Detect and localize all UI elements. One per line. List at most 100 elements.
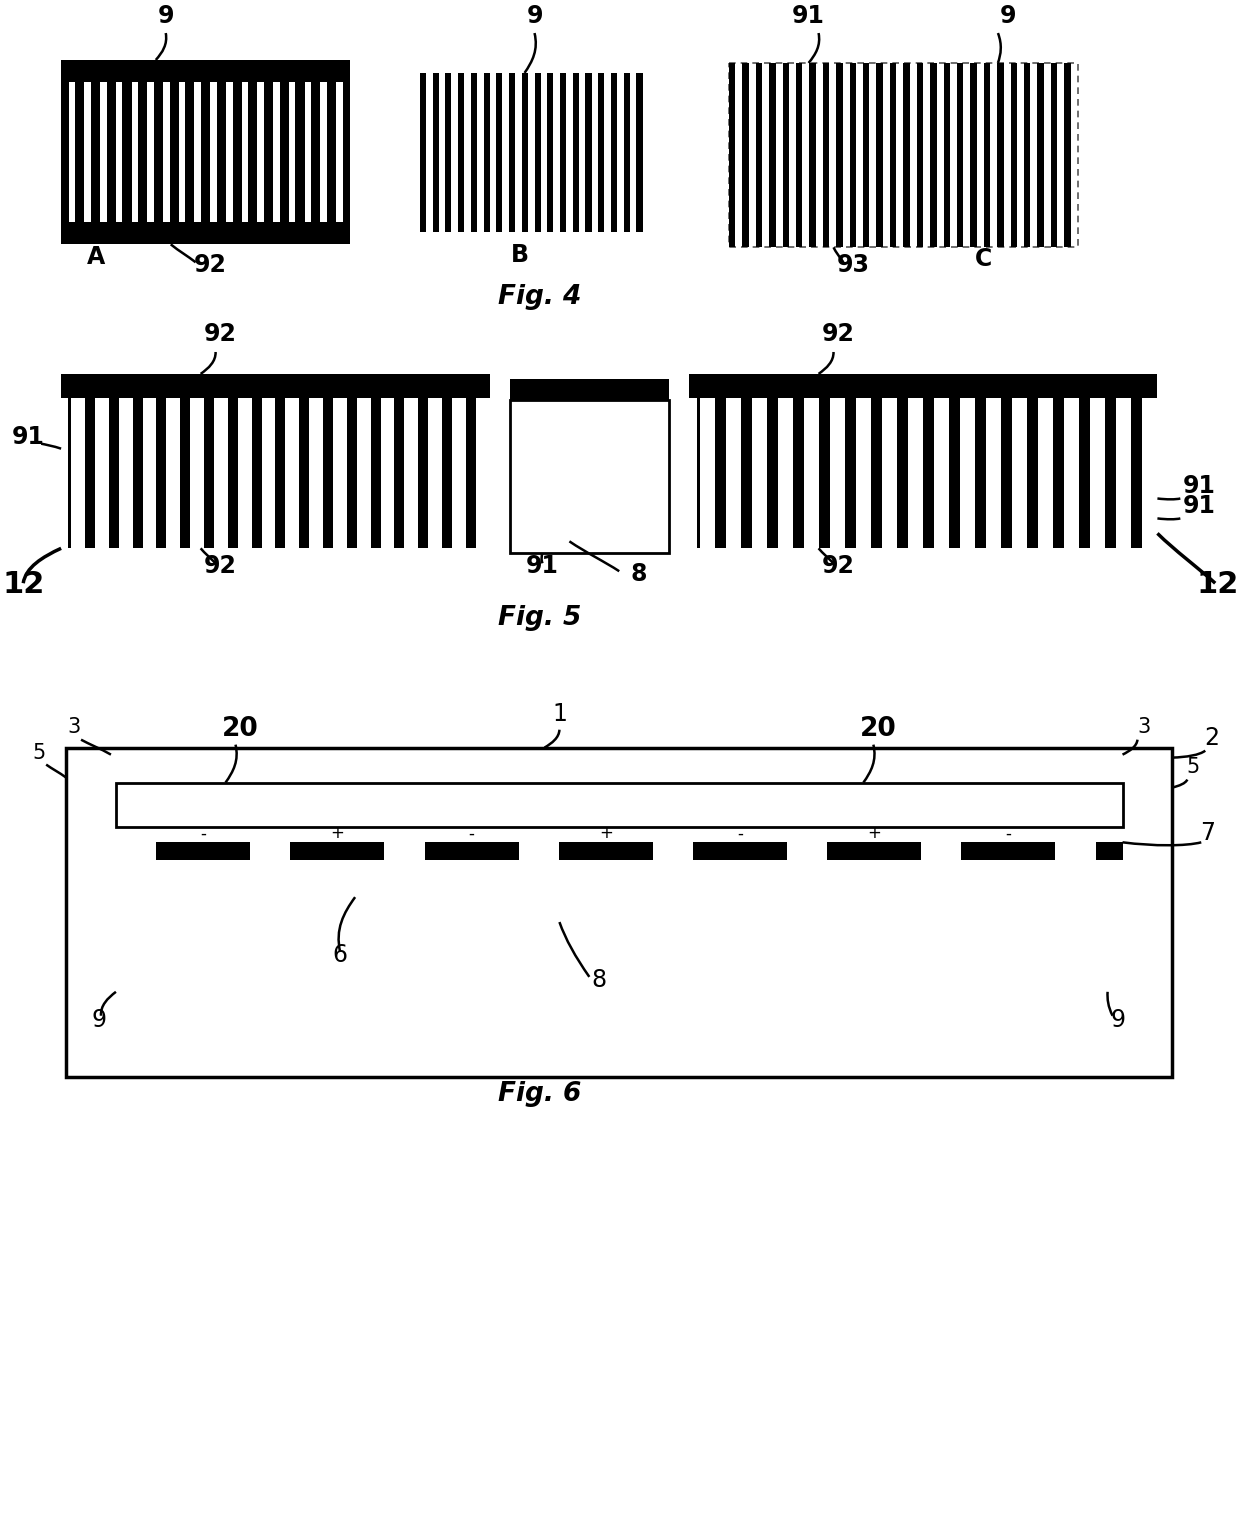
Text: 5: 5 [32, 742, 46, 762]
Text: 8: 8 [631, 561, 647, 586]
Bar [320, 83, 327, 222]
Bar [273, 83, 280, 222]
Text: 91: 91 [526, 554, 559, 578]
Bar [215, 399, 228, 548]
Bar [830, 399, 846, 548]
Bar [1149, 399, 1157, 548]
Bar [787, 842, 827, 861]
Text: 8: 8 [591, 968, 606, 992]
Bar [518, 842, 559, 861]
Bar [986, 399, 1001, 548]
Text: -: - [469, 824, 475, 842]
Text: -: - [200, 824, 206, 842]
Bar [471, 74, 477, 232]
Text: A: A [87, 245, 105, 270]
Bar [598, 74, 604, 232]
Bar [796, 63, 802, 247]
Bar [522, 74, 528, 232]
Bar [1142, 399, 1157, 548]
Bar [849, 63, 856, 247]
Text: +: + [330, 824, 345, 842]
Text: -: - [737, 824, 743, 842]
Bar [381, 399, 394, 548]
Bar [458, 74, 464, 232]
Bar [1055, 842, 1096, 861]
Bar [877, 63, 883, 247]
Bar [782, 63, 789, 247]
Bar [1038, 399, 1053, 548]
Text: 9: 9 [1110, 1008, 1125, 1032]
Bar [1090, 399, 1105, 548]
Bar [484, 74, 490, 232]
Text: 20: 20 [861, 716, 897, 741]
Bar [453, 399, 466, 548]
Text: 20: 20 [222, 716, 259, 741]
Bar [148, 83, 154, 222]
Bar [262, 399, 275, 548]
Bar [289, 83, 295, 222]
Bar [336, 83, 342, 222]
Text: 6: 6 [332, 943, 347, 966]
Bar [258, 83, 264, 222]
Bar [611, 74, 618, 232]
Bar [100, 83, 107, 222]
Bar [652, 842, 693, 861]
Bar [983, 63, 991, 247]
Text: 9: 9 [92, 1008, 107, 1032]
Bar [420, 74, 427, 232]
Bar [61, 374, 490, 399]
Text: 91: 91 [11, 425, 45, 448]
Bar [226, 83, 233, 222]
Text: -: - [1006, 824, 1012, 842]
Bar [971, 63, 977, 247]
Text: 5: 5 [1187, 756, 1200, 776]
Bar [777, 399, 794, 548]
Bar [384, 842, 424, 861]
Bar [115, 842, 1122, 861]
Bar [179, 83, 185, 222]
Text: 91: 91 [1182, 474, 1215, 499]
Bar [476, 399, 490, 548]
Bar [804, 399, 820, 548]
Bar [357, 399, 371, 548]
Bar [585, 74, 591, 232]
Text: 92: 92 [822, 322, 854, 347]
Bar [882, 399, 898, 548]
Bar [1050, 63, 1058, 247]
Bar [689, 399, 1157, 548]
Bar [115, 83, 123, 222]
Text: C: C [975, 247, 992, 272]
Bar [689, 399, 697, 548]
Bar [944, 63, 950, 247]
Bar [195, 83, 201, 222]
Bar [66, 747, 1172, 1077]
Bar [957, 63, 963, 247]
Bar [285, 399, 299, 548]
Bar [211, 83, 217, 222]
Text: 92: 92 [195, 253, 227, 278]
Bar [115, 842, 156, 861]
Bar [836, 63, 843, 247]
Bar [510, 400, 670, 554]
Bar [115, 782, 1122, 827]
Bar [496, 74, 502, 232]
Bar [1064, 399, 1079, 548]
Bar [71, 399, 84, 548]
Text: 3: 3 [67, 716, 81, 736]
Bar [810, 63, 816, 247]
Text: 92: 92 [822, 554, 854, 578]
Bar [433, 74, 439, 232]
Bar [856, 399, 872, 548]
Bar [61, 399, 490, 548]
Bar [547, 74, 553, 232]
Bar [162, 83, 170, 222]
Text: Fig. 6: Fig. 6 [497, 1081, 582, 1108]
Bar [916, 63, 923, 247]
Bar [131, 83, 138, 222]
Text: 9: 9 [157, 5, 174, 28]
Bar [143, 399, 156, 548]
Bar [84, 83, 91, 222]
Text: 7: 7 [1200, 821, 1215, 845]
Text: 9: 9 [999, 5, 1016, 28]
Text: 2: 2 [1205, 726, 1220, 750]
